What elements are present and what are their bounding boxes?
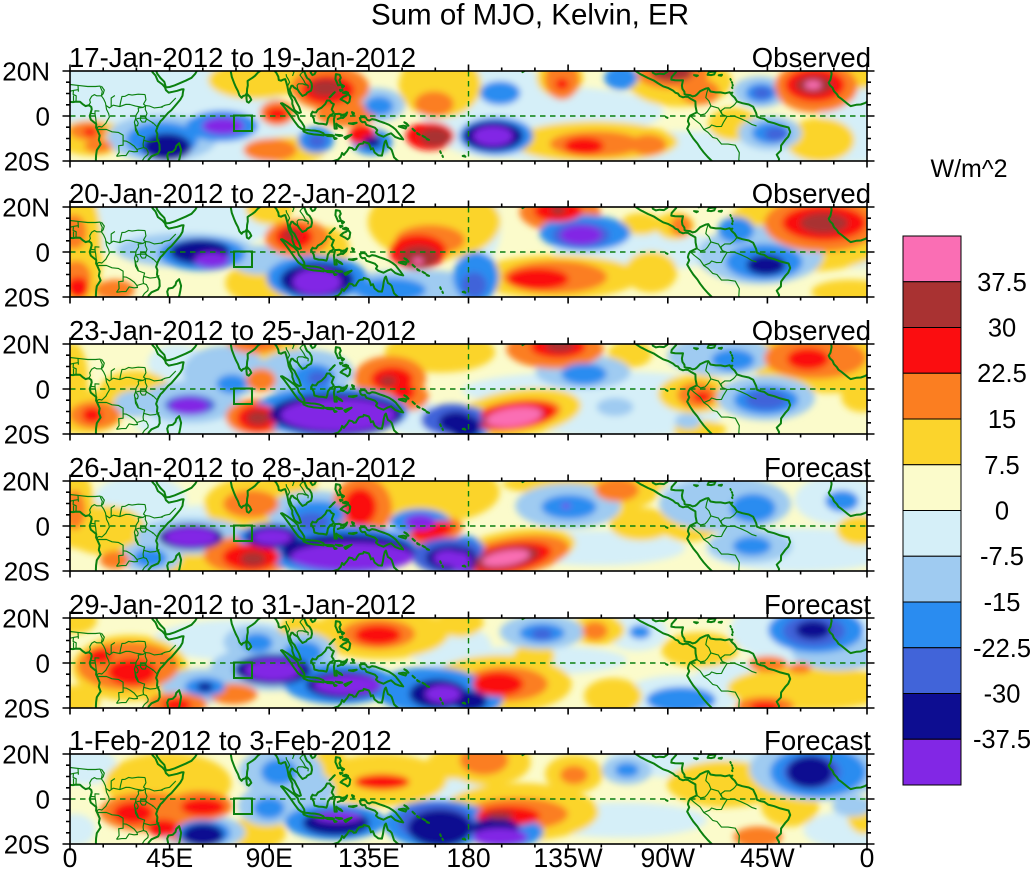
svg-text:23-Jan-2012 to 25-Jan-2012: 23-Jan-2012 to 25-Jan-2012 xyxy=(69,315,416,346)
svg-text:Observed: Observed xyxy=(752,178,871,209)
svg-text:180: 180 xyxy=(446,843,490,873)
svg-text:-15: -15 xyxy=(984,589,1021,617)
svg-text:45E: 45E xyxy=(146,843,193,873)
svg-text:-30: -30 xyxy=(984,681,1021,709)
svg-text:0: 0 xyxy=(36,511,50,541)
svg-text:0: 0 xyxy=(860,843,875,873)
svg-text:0: 0 xyxy=(36,784,50,814)
svg-text:7.5: 7.5 xyxy=(984,452,1019,480)
svg-text:90E: 90E xyxy=(246,843,293,873)
svg-text:Forecast: Forecast xyxy=(764,725,871,756)
svg-text:20N: 20N xyxy=(2,192,50,222)
svg-text:0: 0 xyxy=(63,843,78,873)
svg-text:37.5: 37.5 xyxy=(977,269,1027,297)
svg-text:Observed: Observed xyxy=(752,42,871,73)
svg-text:20S: 20S xyxy=(4,693,50,723)
svg-text:26-Jan-2012 to 28-Jan-2012: 26-Jan-2012 to 28-Jan-2012 xyxy=(69,452,416,483)
svg-text:135W: 135W xyxy=(533,843,602,873)
svg-text:20S: 20S xyxy=(4,146,50,176)
svg-text:1-Feb-2012 to 3-Feb-2012: 1-Feb-2012 to 3-Feb-2012 xyxy=(69,725,392,756)
svg-text:0: 0 xyxy=(36,101,50,131)
svg-text:135E: 135E xyxy=(338,843,400,873)
svg-text:20S: 20S xyxy=(4,829,50,859)
svg-text:20N: 20N xyxy=(2,56,50,86)
svg-text:90W: 90W xyxy=(641,843,696,873)
svg-text:Forecast: Forecast xyxy=(764,589,871,620)
svg-text:-7.5: -7.5 xyxy=(980,543,1024,571)
svg-text:W/m^2: W/m^2 xyxy=(930,155,1007,183)
svg-text:20-Jan-2012 to 22-Jan-2012: 20-Jan-2012 to 22-Jan-2012 xyxy=(69,178,416,209)
svg-text:17-Jan-2012 to 19-Jan-2012: 17-Jan-2012 to 19-Jan-2012 xyxy=(69,42,416,73)
svg-text:0: 0 xyxy=(36,237,50,267)
svg-text:20N: 20N xyxy=(2,603,50,633)
svg-text:20S: 20S xyxy=(4,556,50,586)
svg-text:15: 15 xyxy=(988,406,1016,434)
svg-text:-22.5: -22.5 xyxy=(973,635,1031,663)
svg-text:30: 30 xyxy=(988,315,1016,343)
svg-text:0: 0 xyxy=(36,374,50,404)
svg-text:20N: 20N xyxy=(2,466,50,496)
svg-text:20S: 20S xyxy=(4,282,50,312)
svg-text:Observed: Observed xyxy=(752,315,871,346)
svg-text:-37.5: -37.5 xyxy=(973,726,1031,754)
svg-text:0: 0 xyxy=(36,648,50,678)
svg-text:20N: 20N xyxy=(2,329,50,359)
svg-text:20N: 20N xyxy=(2,739,50,769)
svg-text:Forecast: Forecast xyxy=(764,452,871,483)
svg-text:20S: 20S xyxy=(4,419,50,449)
svg-text:45W: 45W xyxy=(740,843,795,873)
svg-text:0: 0 xyxy=(995,498,1009,526)
svg-text:Sum of MJO, Kelvin, ER: Sum of MJO, Kelvin, ER xyxy=(371,0,689,32)
svg-text:22.5: 22.5 xyxy=(977,360,1027,388)
svg-text:29-Jan-2012 to 31-Jan-2012: 29-Jan-2012 to 31-Jan-2012 xyxy=(69,589,416,620)
